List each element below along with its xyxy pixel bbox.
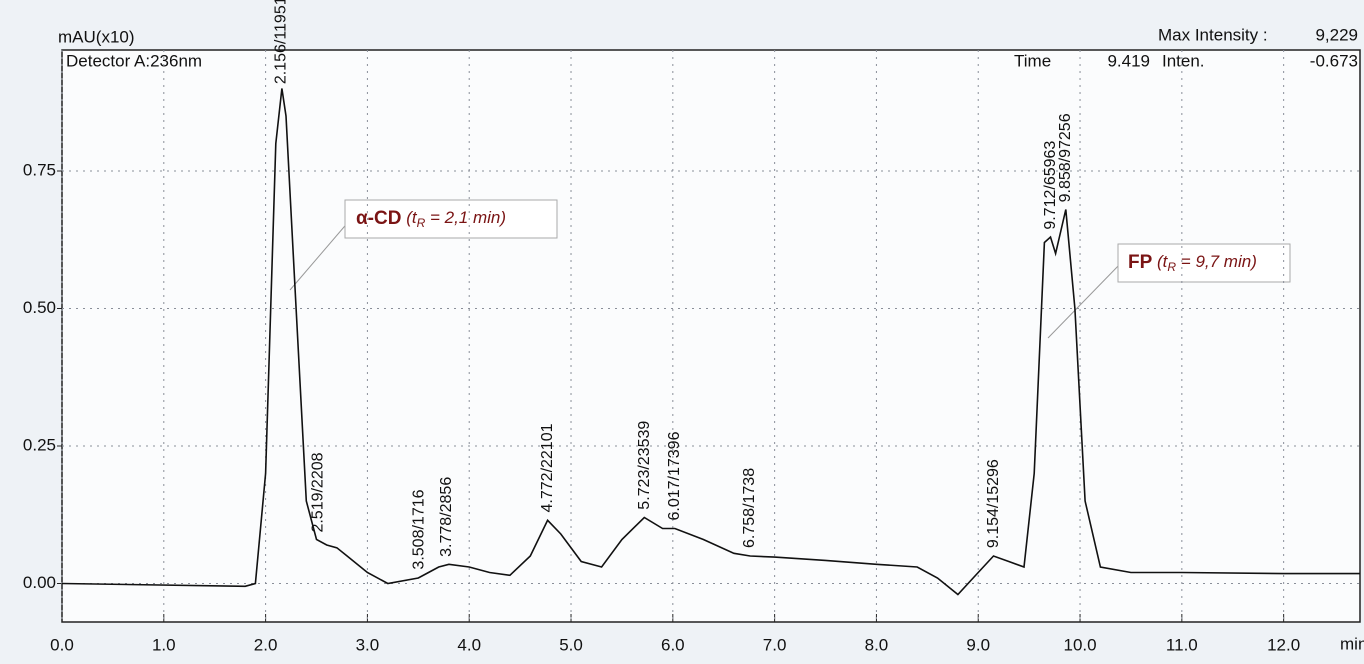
inten-label: Inten.	[1162, 51, 1205, 70]
callout-pre: (t	[406, 208, 418, 227]
y-tick-label: 0.75	[23, 160, 56, 179]
max-intensity-label: Max Intensity :	[1158, 25, 1268, 44]
x-tick-label: 6.0	[661, 635, 685, 654]
peak-label: 5.723/23539	[636, 421, 653, 510]
peak-label: 6.758/1738	[741, 468, 758, 548]
chromatogram-trace	[61, 88, 1360, 596]
y-tick-label: 0.25	[23, 435, 56, 454]
callout-leader	[1047, 261, 1123, 339]
callout-text: FP (tR = 9,7 min)	[1128, 252, 1257, 274]
y-axis-label: mAU(x10)	[58, 27, 135, 46]
x-tick-label: 9.0	[966, 635, 990, 654]
peak-label: 2.519/2208	[310, 452, 327, 532]
peak-label: 3.778/2856	[438, 477, 455, 557]
callout-leader	[289, 219, 351, 291]
y-tick-label: 0.50	[23, 298, 56, 317]
callout-post: = 9,7 min)	[1176, 252, 1257, 271]
plot-area	[61, 49, 1361, 623]
callout-sub: R	[417, 216, 426, 230]
x-tick-label: 10.0	[1063, 635, 1096, 654]
callout-pre: (t	[1157, 252, 1169, 271]
x-tick-label: 7.0	[763, 635, 787, 654]
callout-name: α-CD	[356, 208, 401, 229]
y-tick-label: 0.00	[23, 573, 56, 592]
callout-box	[1117, 243, 1291, 283]
x-tick-label: 8.0	[865, 635, 889, 654]
x-tick-label: 1.0	[152, 635, 176, 654]
x-tick-label: 4.0	[457, 635, 481, 654]
x-tick-label: 12.0	[1267, 635, 1300, 654]
peak-label: 9.154/15296	[985, 459, 1002, 548]
peak-label: 4.772/22101	[539, 423, 556, 512]
peak-label: 3.508/1716	[410, 489, 427, 569]
x-tick-label: 3.0	[356, 635, 380, 654]
callout-text: α-CD (tR = 2,1 min)	[356, 208, 506, 230]
peak-label: 9.858/97256	[1057, 113, 1074, 202]
x-tick-label: 0.0	[50, 635, 74, 654]
time-label: Time	[1014, 51, 1051, 70]
x-tick-label: 11.0	[1166, 635, 1198, 654]
callout-sub: R	[1167, 260, 1176, 274]
time-value: 9.419	[1107, 51, 1150, 70]
max-intensity-value: 9,229	[1315, 25, 1358, 44]
peak-label: 2.156/119515	[273, 0, 290, 84]
peak-label: 9.712/65963	[1042, 141, 1059, 230]
callout-post: = 2,1 min)	[425, 208, 506, 227]
x-tick-label: 5.0	[559, 635, 583, 654]
callout-name: FP	[1128, 252, 1153, 273]
x-axis-label: min	[1340, 634, 1364, 653]
detector-label: Detector A:236nm	[66, 51, 202, 70]
x-tick-label: 2.0	[254, 635, 278, 654]
callout-box	[344, 199, 558, 239]
inten-value: -0.673	[1310, 51, 1358, 70]
peak-label: 6.017/17396	[666, 431, 683, 520]
